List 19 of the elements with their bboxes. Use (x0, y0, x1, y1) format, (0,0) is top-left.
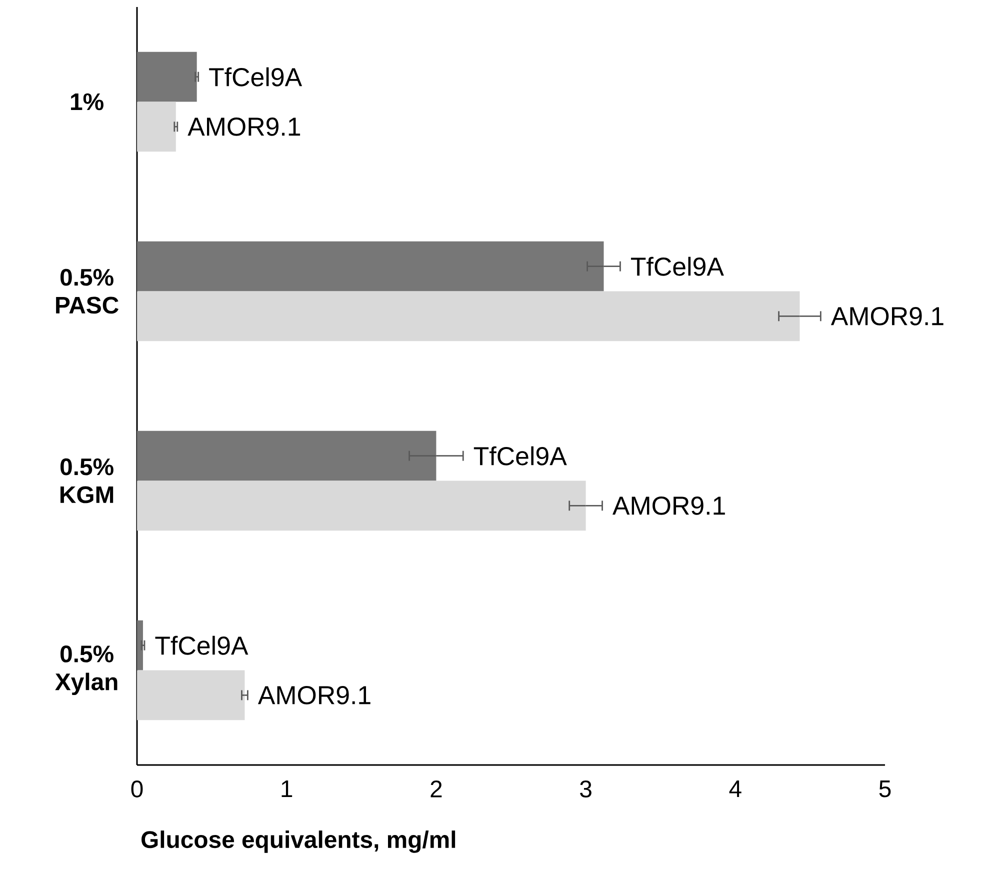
text: AMOR9.1 (612, 496, 725, 515)
y-tick-label: 0.5% PASC (56, 268, 118, 314)
series-label: TfCel9A (155, 636, 248, 655)
y-tick-label: 0.5% KGM (60, 458, 114, 504)
text: TfCel9A (474, 446, 567, 466)
series-label: AMOR9.1 (188, 117, 300, 136)
x-axis-title: Glucose equivalents, mg/ml (142, 830, 456, 853)
text: TfCel9A (209, 67, 302, 86)
x-tick-label: 4 (729, 780, 742, 797)
x-tick-label: 1 (282, 780, 292, 797)
text: AMOR9.1 (258, 686, 370, 704)
x-tick-label: 5 (879, 780, 891, 798)
y-tick-label: 0.5% Xylan (55, 645, 118, 696)
y-tick-label: 1% (71, 93, 104, 110)
x-tick-label: 0 (131, 780, 143, 798)
text: TfCel9A (630, 256, 724, 276)
text: AMOR9.1 (830, 307, 944, 326)
x-tick-label: 2 (430, 780, 442, 798)
x-tick-label: 3 (580, 780, 592, 798)
